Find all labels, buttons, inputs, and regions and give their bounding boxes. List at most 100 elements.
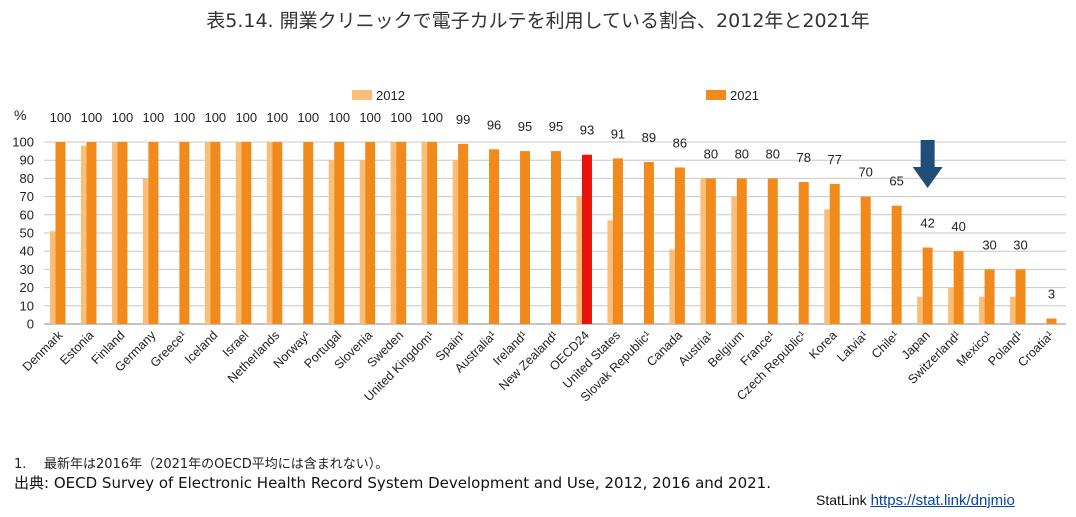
data-label: 30 bbox=[982, 237, 996, 252]
bar-2021 bbox=[798, 182, 809, 324]
data-label: 86 bbox=[673, 135, 687, 150]
data-label: 80 bbox=[735, 146, 749, 161]
bar-2021 bbox=[334, 142, 345, 324]
data-label: 99 bbox=[456, 112, 470, 127]
bar-2012 bbox=[948, 287, 954, 324]
bar-2012 bbox=[328, 160, 335, 324]
data-label: 100 bbox=[390, 110, 412, 125]
bar-2012 bbox=[669, 249, 675, 324]
bar-2021 bbox=[612, 158, 623, 324]
y-tick-label: 80 bbox=[20, 171, 34, 186]
data-label: 40 bbox=[951, 219, 965, 234]
legend-label-2012: 2012 bbox=[376, 88, 405, 103]
source-label: 出典: bbox=[14, 474, 50, 492]
data-label: 100 bbox=[112, 110, 134, 125]
data-label: 93 bbox=[580, 123, 594, 138]
bar-2021 bbox=[736, 178, 747, 324]
bar-2021 bbox=[241, 142, 252, 324]
data-label: 100 bbox=[328, 110, 350, 125]
bar-2012 bbox=[421, 142, 428, 324]
bar-2012 bbox=[731, 196, 737, 324]
data-label: 100 bbox=[143, 110, 165, 125]
y-tick-label: 10 bbox=[20, 298, 34, 313]
bar-2012 bbox=[824, 209, 830, 324]
legend-swatch-2021 bbox=[706, 90, 726, 100]
statlink-url[interactable]: https://stat.link/dnjmio bbox=[870, 492, 1015, 509]
bar-2012 bbox=[607, 220, 613, 324]
y-tick-label: 70 bbox=[20, 189, 34, 204]
bar-2021 bbox=[922, 247, 933, 324]
data-label: 80 bbox=[704, 146, 718, 161]
statlink-label: StatLink bbox=[816, 492, 867, 508]
bar-2021 bbox=[489, 149, 500, 324]
footnote-text: 最新年は2016年（2021年のOECD平均には含まれない）。 bbox=[44, 457, 389, 472]
bar-2021 bbox=[148, 142, 159, 324]
source-note: 出典: OECD Survey of Electronic Health Rec… bbox=[14, 472, 771, 493]
bar-2021 bbox=[1015, 269, 1026, 324]
bar-chart: 2012 2021 % 100 100 100 100 100 100 100 100 100 1… bbox=[12, 88, 1066, 404]
bar-2012 bbox=[80, 145, 87, 324]
bar-2021 bbox=[767, 178, 778, 324]
bar-2012 bbox=[390, 142, 397, 324]
bar-2021 bbox=[674, 167, 685, 324]
footnote-number: 1. bbox=[14, 457, 27, 472]
bar-2021 bbox=[520, 151, 531, 324]
source-text: OECD Survey of Electronic Health Record … bbox=[53, 474, 771, 492]
bar-2012 bbox=[359, 160, 366, 324]
bar-2012 bbox=[576, 196, 582, 324]
bar-2012 bbox=[266, 142, 273, 324]
y-axis: 0 10 20 30 40 50 60 70 80 90 100 bbox=[12, 135, 34, 332]
data-label: 30 bbox=[1013, 237, 1027, 252]
bar-2012 bbox=[235, 142, 242, 324]
data-label: 80 bbox=[766, 146, 780, 161]
bar-2021 bbox=[705, 178, 716, 324]
bar-2012 bbox=[700, 178, 706, 324]
y-axis-unit-label: % bbox=[14, 107, 26, 123]
bar-2012 bbox=[1010, 296, 1016, 324]
footnote: 1. 最新年は2016年（2021年のOECD平均には含まれない）。 bbox=[14, 453, 388, 472]
bars bbox=[49, 142, 1057, 324]
y-tick-label: 100 bbox=[12, 135, 34, 150]
data-label: 100 bbox=[204, 110, 226, 125]
data-label: 100 bbox=[421, 110, 443, 125]
bar-2012 bbox=[917, 296, 923, 324]
bar-2012 bbox=[142, 178, 149, 324]
bar-2021 bbox=[55, 142, 66, 324]
y-tick-label: 0 bbox=[27, 317, 34, 332]
data-label: 100 bbox=[81, 110, 103, 125]
data-label: 100 bbox=[174, 110, 196, 125]
statlink: StatLink https://stat.link/dnjmio bbox=[816, 492, 1015, 509]
bar-2021 bbox=[86, 142, 97, 324]
y-tick-label: 40 bbox=[20, 244, 34, 259]
bar-2012 bbox=[452, 160, 459, 324]
data-label: 100 bbox=[266, 110, 288, 125]
bar-2012 bbox=[204, 142, 211, 324]
bar-2021 bbox=[1046, 318, 1057, 324]
y-tick-label: 60 bbox=[20, 207, 34, 222]
bar-2021 bbox=[551, 151, 561, 324]
bar-2021 bbox=[427, 142, 438, 324]
x-tick-label: Chile¹ bbox=[869, 328, 902, 361]
bar-2021 bbox=[643, 162, 654, 324]
bar-2012 bbox=[111, 142, 118, 324]
y-tick-label: 20 bbox=[20, 280, 34, 295]
data-label: 95 bbox=[549, 119, 563, 134]
x-tick-label: Denmark bbox=[20, 328, 66, 374]
data-label: 3 bbox=[1048, 287, 1055, 302]
data-label: 42 bbox=[920, 216, 934, 231]
bar-2021 bbox=[984, 269, 995, 324]
bar-2021 bbox=[396, 142, 407, 324]
bar-2021 bbox=[210, 142, 221, 324]
bar-2021 bbox=[458, 143, 469, 324]
bar-2021 bbox=[117, 142, 128, 324]
legend: 2012 2021 bbox=[352, 88, 759, 103]
y-tick-label: 90 bbox=[20, 153, 34, 168]
data-label: 78 bbox=[797, 150, 811, 165]
bar-2021 bbox=[953, 251, 964, 324]
data-label: 100 bbox=[50, 110, 72, 125]
japan-arrow-icon bbox=[912, 140, 943, 188]
x-tick-label: Latvia¹ bbox=[834, 328, 870, 364]
bar-2012 bbox=[979, 296, 985, 324]
data-label: 100 bbox=[235, 110, 257, 125]
data-label: 95 bbox=[518, 119, 532, 134]
